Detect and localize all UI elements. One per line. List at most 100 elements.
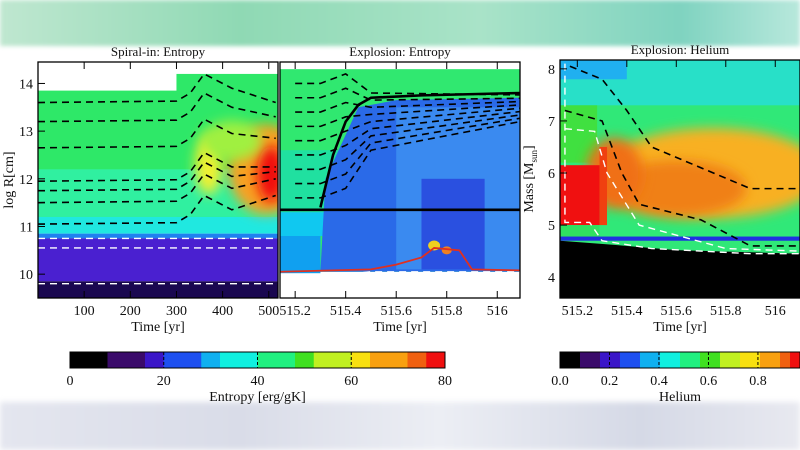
heatmap-region (38, 281, 278, 298)
colorbar-swatch (620, 352, 631, 368)
colorbar-swatch (295, 352, 315, 368)
contour-line (295, 110, 520, 156)
x-tick-label: 515.8 (710, 304, 742, 319)
x-tick-label: 515.2 (279, 304, 311, 319)
contour-line (38, 173, 276, 204)
heatmap (38, 62, 278, 298)
colorbar-swatch (640, 352, 651, 368)
panel-1: 100 200 300 400 500 10 11 12 13 14 Spiral-in: Entr… (2, 44, 279, 335)
colorbar-swatch (610, 352, 621, 368)
plot-frame (37, 61, 279, 299)
colorbar-tick-label: 0 (67, 374, 74, 389)
helium-peak (560, 165, 600, 226)
contour-line (295, 73, 520, 96)
colorbar-swatch (710, 352, 721, 368)
x-tick-label: 515.4 (330, 304, 362, 319)
contour-line (38, 72, 276, 104)
colorbar-swatch (276, 352, 296, 368)
heatmap-region (421, 178, 485, 270)
contour-line (295, 117, 520, 185)
y-tick-label: 13 (19, 125, 33, 140)
background-band-bottom (0, 402, 800, 450)
colorbar-tick-label: 60 (344, 374, 358, 389)
contour-line (295, 87, 520, 101)
colorbar-swatch (560, 352, 571, 368)
profile-line (319, 91, 520, 208)
x-tick-label: 100 (74, 304, 95, 319)
x-tick-label: 515.8 (431, 304, 463, 319)
colorbar-tick-label: 80 (438, 374, 452, 389)
x-tick-label: 516 (487, 304, 508, 319)
heatmap-region (38, 233, 278, 239)
colorbar-swatch (407, 352, 427, 368)
colorbar-swatch (680, 352, 691, 368)
heatmap-region (280, 273, 520, 298)
colorbar-swatch (740, 352, 751, 368)
contour-line (295, 120, 520, 199)
colorbar-swatch (332, 352, 352, 368)
heatmap-region (280, 236, 321, 275)
colorbar-swatch (660, 352, 671, 368)
colorbar-swatch (107, 352, 127, 368)
colorbar-swatch (590, 352, 601, 368)
contour-line (564, 128, 800, 252)
colorbar-swatch (650, 352, 661, 368)
heatmap-region (38, 238, 278, 282)
colorbar-swatch (426, 352, 446, 368)
panel-title: Explosion: Entropy (349, 44, 451, 59)
heatmap-blob (257, 146, 278, 203)
heatmap-region (560, 60, 627, 80)
colorbar-swatch (126, 352, 146, 368)
colorbar-swatch (730, 352, 741, 368)
background-band-top (0, 0, 800, 46)
x-axis-label: Time [yr] (373, 320, 427, 335)
x-tick-label: 400 (212, 304, 233, 319)
heatmap-region (38, 216, 278, 234)
colorbar-entropy: 0 20 40 60 80 Entropy [erg/gK] (67, 351, 452, 405)
colorbar-swatch (238, 352, 258, 368)
colorbar-swatch (750, 352, 761, 368)
x-tick-label: 515.2 (562, 304, 594, 319)
contour-line (280, 271, 520, 285)
heatmap-region (560, 236, 800, 241)
contour-line (38, 118, 276, 149)
y-tick-label: 10 (19, 268, 33, 283)
contour-line (38, 194, 276, 225)
y-tick-label: 8 (548, 63, 555, 78)
colorbar-helium: 0.0 0.2 0.4 0.6 0.8 Helium (551, 351, 800, 405)
contour-line (564, 63, 800, 255)
y-tick-label: 11 (20, 220, 33, 235)
colorbar-swatch (720, 352, 731, 368)
colorbar-swatch (388, 352, 408, 368)
y-axis-label-end: ] (522, 145, 537, 150)
heatmap-blob (201, 120, 262, 161)
heatmap-region (599, 146, 608, 226)
colorbar-swatch (570, 352, 581, 368)
contour-line (564, 109, 800, 247)
colorbar-swatch (700, 352, 711, 368)
contour-line (38, 91, 276, 123)
colorbar-swatch (690, 352, 701, 368)
panel-3: 515.2 515.4 515.6 515.8 516 4 5 6 7 8 Explosion: H… (522, 42, 800, 335)
colorbar-swatch (790, 352, 800, 368)
colorbar-swatch (220, 352, 240, 368)
contour-line (295, 100, 520, 113)
y-tick-label: 14 (19, 77, 33, 92)
colorbar-tick-label: 20 (157, 374, 171, 389)
x-tick-label: 515.6 (661, 304, 693, 319)
x-axis-label: Time [yr] (131, 320, 185, 335)
heatmap-region (560, 225, 600, 239)
y-axis-label: Mass [Msun] (522, 145, 539, 212)
colorbar-swatch (630, 352, 641, 368)
colorbar-swatch (70, 352, 90, 368)
plot-frame (279, 61, 521, 299)
x-tick-label: 500 (258, 304, 279, 319)
colorbar-swatch (163, 352, 183, 368)
colorbar-swatch (351, 352, 371, 368)
x-tick-label: 516 (765, 304, 786, 319)
colorbar-label: Entropy [erg/gK] (209, 390, 306, 405)
y-axis-label-sub: sun (529, 150, 539, 163)
colorbar-swatch (370, 352, 390, 368)
colorbar-tick-label: 0.8 (749, 374, 767, 389)
